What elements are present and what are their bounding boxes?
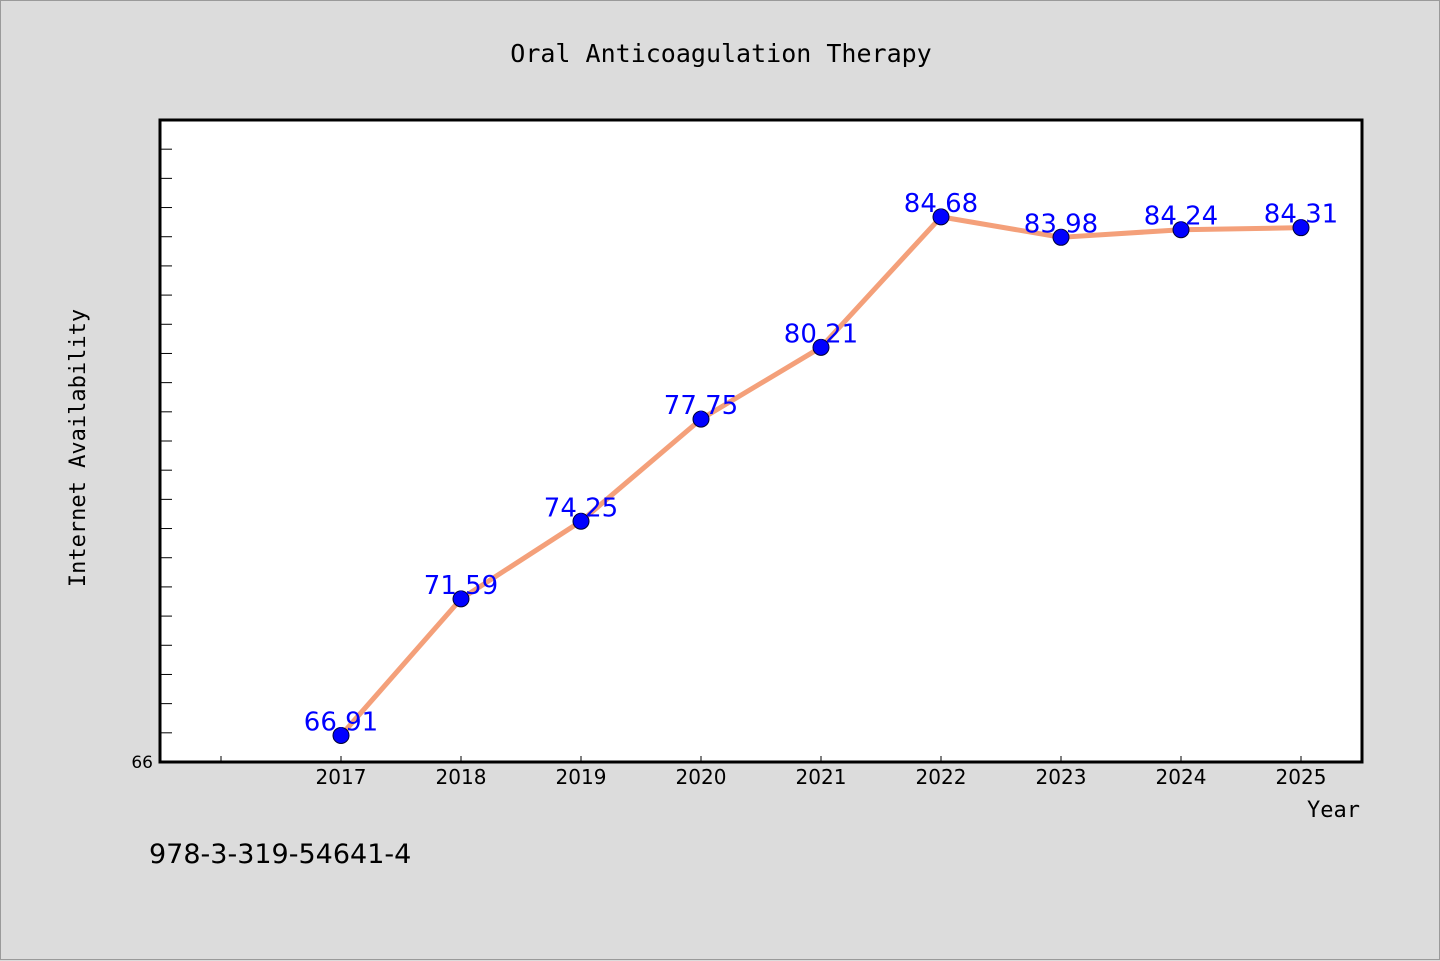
data-point — [812, 338, 830, 356]
series-markers — [332, 208, 1310, 744]
x-tick-label: 2019 — [556, 765, 607, 789]
data-label: 84.31 — [1264, 200, 1338, 230]
x-axis-ticks — [220, 756, 1302, 762]
data-point — [572, 512, 590, 530]
x-tick-label: 2022 — [916, 765, 967, 789]
data-label: 84.68 — [904, 189, 978, 219]
y-axis-title: Internet Availability — [66, 309, 91, 587]
x-tick-label: 2023 — [1036, 765, 1087, 789]
x-tick-label: 2020 — [676, 765, 727, 789]
data-point — [1172, 221, 1190, 239]
data-label: 71.59 — [424, 571, 498, 601]
y-axis-ticks — [160, 148, 172, 734]
chart-title: Oral Anticoagulation Therapy — [510, 39, 931, 68]
x-tick-label: 2025 — [1276, 765, 1327, 789]
x-tick-labels: 2017 2018 2019 2020 2021 2022 2023 2024 2025 — [316, 765, 1327, 789]
y-tick-label-min: 66 — [131, 753, 153, 773]
data-point — [932, 208, 950, 226]
data-label: 66.91 — [304, 707, 378, 737]
data-label: 80.21 — [784, 319, 858, 349]
x-axis-title: Year — [1307, 798, 1360, 823]
data-label: 74.25 — [544, 493, 618, 523]
data-point — [1292, 219, 1310, 237]
data-labels: 66.91 71.59 74.25 77.75 80.21 84.68 83.98 84.24… — [304, 189, 1338, 738]
footer-identifier: 978-3-319-54641-4 — [149, 839, 411, 870]
data-point — [692, 410, 710, 428]
plot-area — [158, 118, 1364, 764]
data-label: 84.24 — [1144, 202, 1218, 232]
x-tick-label: 2018 — [436, 765, 487, 789]
data-label: 83.98 — [1024, 209, 1098, 239]
x-tick-label: 2017 — [316, 765, 367, 789]
data-point — [452, 590, 470, 608]
x-tick-label: 2021 — [796, 765, 847, 789]
x-tick-label: 2024 — [1156, 765, 1207, 789]
data-point — [1052, 228, 1070, 246]
data-point — [332, 726, 350, 744]
data-label: 77.75 — [664, 391, 738, 421]
